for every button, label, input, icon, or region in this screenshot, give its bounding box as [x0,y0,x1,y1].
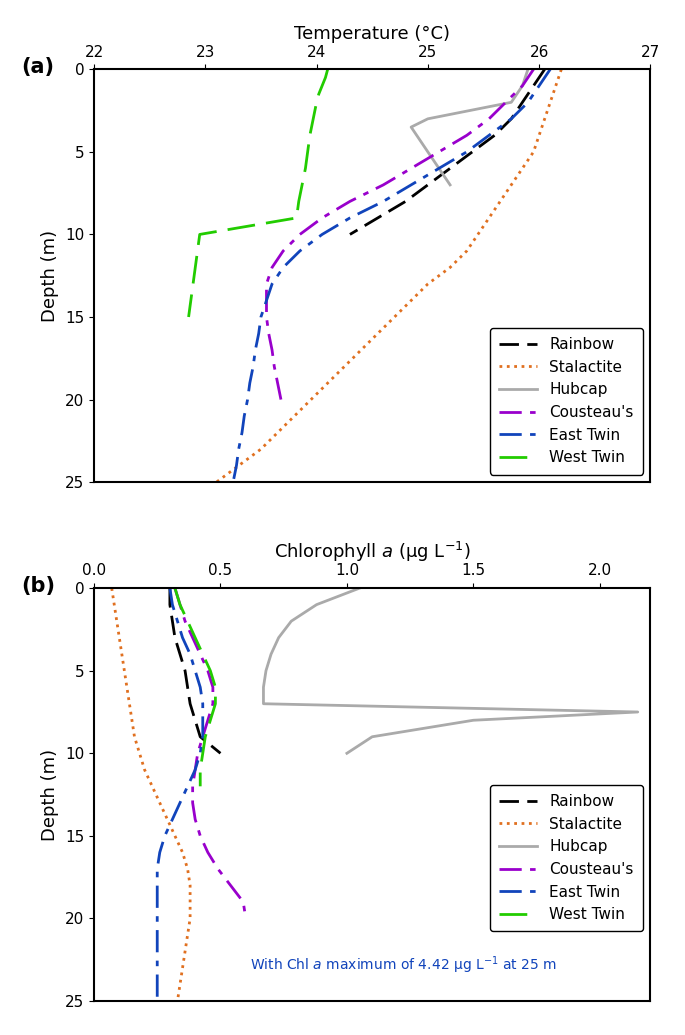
Y-axis label: Depth (m): Depth (m) [42,748,60,840]
Text: With Chl $a$ maximum of 4.42 μg L$^{-1}$ at 25 m: With Chl $a$ maximum of 4.42 μg L$^{-1}$… [250,954,557,976]
Legend: Rainbow, Stalactite, Hubcap, Cousteau's, East Twin, West Twin: Rainbow, Stalactite, Hubcap, Cousteau's,… [490,328,643,474]
Legend: Rainbow, Stalactite, Hubcap, Cousteau's, East Twin, West Twin: Rainbow, Stalactite, Hubcap, Cousteau's,… [490,785,643,932]
Text: (b): (b) [22,575,55,596]
X-axis label: Temperature (°C): Temperature (°C) [294,25,450,43]
X-axis label: Chlorophyll $a$ (μg L$^{-1}$): Chlorophyll $a$ (μg L$^{-1}$) [274,540,471,564]
Y-axis label: Depth (m): Depth (m) [42,230,60,322]
Text: (a): (a) [22,57,55,77]
